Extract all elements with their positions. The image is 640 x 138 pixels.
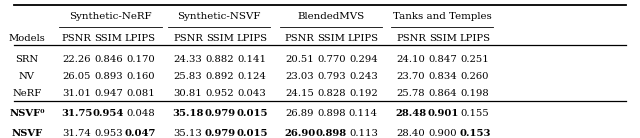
Text: SRN: SRN — [15, 55, 38, 64]
Text: 0.979: 0.979 — [204, 128, 236, 138]
Text: 0.947: 0.947 — [94, 89, 123, 98]
Text: NeRF: NeRF — [12, 89, 42, 98]
Text: 25.78: 25.78 — [397, 89, 426, 98]
Text: 25.83: 25.83 — [174, 72, 202, 81]
Text: 30.81: 30.81 — [173, 89, 202, 98]
Text: 0.770: 0.770 — [317, 55, 346, 64]
Text: LPIPS: LPIPS — [460, 34, 490, 43]
Text: 0.900: 0.900 — [429, 128, 458, 138]
Text: 23.03: 23.03 — [285, 72, 314, 81]
Text: 31.74: 31.74 — [62, 128, 91, 138]
Text: NSVF: NSVF — [12, 128, 42, 138]
Text: 23.70: 23.70 — [397, 72, 426, 81]
Text: Synthetic-NSVF: Synthetic-NSVF — [177, 12, 261, 21]
Text: 0.898: 0.898 — [316, 128, 347, 138]
Text: 0.251: 0.251 — [460, 55, 489, 64]
Text: PSNR: PSNR — [61, 34, 92, 43]
Text: 0.124: 0.124 — [237, 72, 266, 81]
Text: 0.155: 0.155 — [460, 109, 489, 118]
Text: 31.75: 31.75 — [61, 109, 92, 118]
Text: 0.081: 0.081 — [126, 89, 155, 98]
Text: 0.979: 0.979 — [204, 109, 236, 118]
Text: PSNR: PSNR — [396, 34, 426, 43]
Text: LPIPS: LPIPS — [348, 34, 379, 43]
Text: SSIM: SSIM — [95, 34, 122, 43]
Text: 0.846: 0.846 — [94, 55, 123, 64]
Text: NSVF⁰: NSVF⁰ — [9, 109, 45, 118]
Text: 0.170: 0.170 — [126, 55, 155, 64]
Text: Synthetic-NeRF: Synthetic-NeRF — [69, 12, 152, 21]
Text: SSIM: SSIM — [429, 34, 457, 43]
Text: 35.13: 35.13 — [173, 128, 202, 138]
Text: 35.18: 35.18 — [172, 109, 204, 118]
Text: 0.015: 0.015 — [236, 109, 268, 118]
Text: SSIM: SSIM — [206, 34, 234, 43]
Text: 0.793: 0.793 — [317, 72, 346, 81]
Text: 0.160: 0.160 — [126, 72, 155, 81]
Text: 0.015: 0.015 — [236, 128, 268, 138]
Text: 0.953: 0.953 — [94, 128, 123, 138]
Text: 0.198: 0.198 — [460, 89, 489, 98]
Text: 26.90: 26.90 — [284, 128, 316, 138]
Text: 0.834: 0.834 — [429, 72, 458, 81]
Text: Models: Models — [8, 34, 45, 43]
Text: BlendedMVS: BlendedMVS — [297, 12, 364, 21]
Text: 24.15: 24.15 — [285, 89, 314, 98]
Text: 0.893: 0.893 — [94, 72, 123, 81]
Text: 0.047: 0.047 — [125, 128, 156, 138]
Text: 0.153: 0.153 — [459, 128, 491, 138]
Text: 31.01: 31.01 — [62, 89, 91, 98]
Text: LPIPS: LPIPS — [125, 34, 156, 43]
Text: 0.847: 0.847 — [429, 55, 458, 64]
Text: 0.260: 0.260 — [461, 72, 489, 81]
Text: 24.10: 24.10 — [397, 55, 426, 64]
Text: Tanks and Temples: Tanks and Temples — [393, 12, 492, 21]
Text: 0.114: 0.114 — [349, 109, 378, 118]
Text: 0.243: 0.243 — [349, 72, 378, 81]
Text: NV: NV — [19, 72, 35, 81]
Text: 0.828: 0.828 — [317, 89, 346, 98]
Text: 0.192: 0.192 — [349, 89, 378, 98]
Text: 0.043: 0.043 — [237, 89, 266, 98]
Text: 28.40: 28.40 — [397, 128, 426, 138]
Text: 0.864: 0.864 — [429, 89, 458, 98]
Text: 20.51: 20.51 — [285, 55, 314, 64]
Text: PSNR: PSNR — [285, 34, 314, 43]
Text: 24.33: 24.33 — [173, 55, 202, 64]
Text: 0.141: 0.141 — [237, 55, 266, 64]
Text: LPIPS: LPIPS — [236, 34, 268, 43]
Text: 0.892: 0.892 — [205, 72, 234, 81]
Text: 0.882: 0.882 — [205, 55, 234, 64]
Text: 0.113: 0.113 — [349, 128, 378, 138]
Text: SSIM: SSIM — [317, 34, 346, 43]
Text: 0.901: 0.901 — [428, 109, 459, 118]
Text: PSNR: PSNR — [173, 34, 203, 43]
Text: 0.898: 0.898 — [317, 109, 346, 118]
Text: 26.89: 26.89 — [285, 109, 314, 118]
Text: 0.294: 0.294 — [349, 55, 378, 64]
Text: 0.954: 0.954 — [93, 109, 124, 118]
Text: 0.048: 0.048 — [126, 109, 155, 118]
Text: 26.05: 26.05 — [62, 72, 91, 81]
Text: 0.952: 0.952 — [205, 89, 234, 98]
Text: 28.48: 28.48 — [396, 109, 427, 118]
Text: 22.26: 22.26 — [62, 55, 91, 64]
